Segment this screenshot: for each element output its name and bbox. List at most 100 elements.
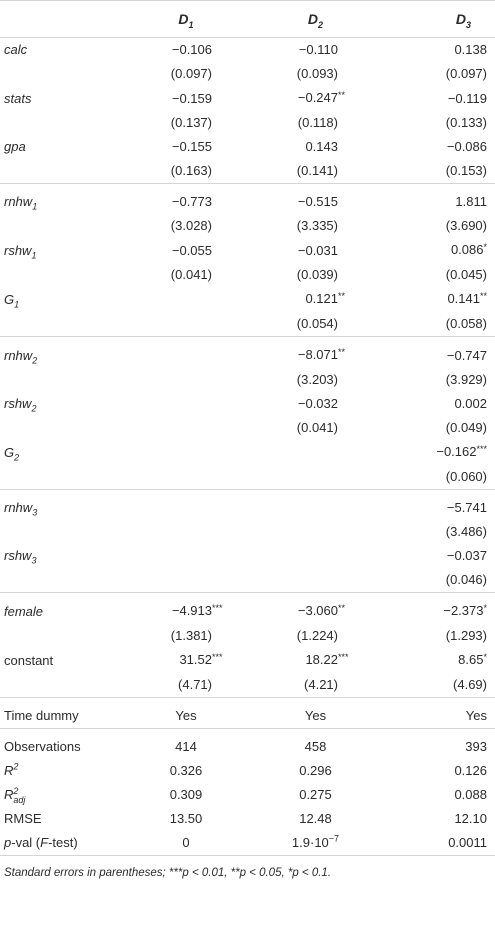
label-rnhw1: rnhw1	[0, 183, 121, 214]
g1-d3: 0.141**	[447, 291, 487, 306]
rnhw1-se-d3: (3.690)	[445, 218, 487, 233]
rshw1-se-d2: (0.039)	[296, 267, 338, 282]
label-pval: p-val (F-test)	[4, 835, 78, 850]
rmse-d3: 12.10	[454, 811, 487, 826]
row-rnhw3-se: (3.486)	[0, 520, 495, 544]
row-rnhw1: rnhw1 −0.773 −0.515 1.811	[0, 183, 495, 214]
rshw2-se-d2: (0.041)	[296, 420, 338, 435]
gpa-se-d1: (0.163)	[170, 163, 212, 178]
label-observations: Observations	[0, 728, 121, 759]
table-footnote: Standard errors in parentheses; ***p < 0…	[0, 855, 495, 890]
label-rshw2: rshw2	[4, 396, 37, 414]
constant-se-d1: (4.71)	[178, 677, 212, 692]
rnhw3-d3: −5.741	[380, 489, 495, 520]
obs-d3: 393	[380, 728, 495, 759]
row-gpa: gpa −0.155 0.143 −0.086	[0, 135, 495, 159]
rshw1-se-d1: (0.041)	[170, 267, 212, 282]
calc-se-d3: (0.097)	[445, 66, 487, 81]
row-r2: R2 0.326 0.296 0.126	[0, 759, 495, 783]
row-female: female −4.913*** −3.060** −2.373*	[0, 592, 495, 624]
row-constant: constant 31.52*** 18.22*** 8.65*	[0, 648, 495, 673]
row-time-dummy: Time dummy Yes Yes Yes	[0, 697, 495, 729]
rshw1-d2: −0.031	[297, 242, 338, 258]
row-female-se: (1.381) (1.224) (1.293)	[0, 624, 495, 648]
rnhw3-se-d3: (3.486)	[445, 524, 487, 539]
header-blank	[0, 1, 121, 38]
label-female: female	[0, 592, 121, 624]
stats-se-d3: (0.133)	[445, 115, 487, 130]
label-g1: G1	[4, 291, 20, 310]
rnhw1-d3: 1.811	[380, 183, 495, 214]
label-rnhw2: rnhw2	[0, 336, 121, 368]
stats-d3: −0.119	[447, 90, 487, 106]
row-rnhw2-se: (3.203) (3.929)	[0, 368, 495, 392]
pval-d2: 1.9·10−7	[291, 833, 340, 850]
female-d1: −4.913	[171, 603, 212, 618]
label-rshw1: rshw1	[4, 242, 37, 261]
constant-d3: 8.65*	[458, 652, 487, 667]
row-r2-adj: R 2 adj 0.309 0.275 0.088	[0, 783, 495, 807]
row-rnhw1-se: (3.028) (3.335) (3.690)	[0, 214, 495, 238]
r2adj-d1: 0.309	[169, 787, 203, 802]
stats-se-d2: (0.118)	[297, 115, 338, 130]
constant-d2: 18.22	[305, 652, 338, 667]
gpa-se-d2: (0.141)	[296, 163, 338, 178]
obs-d2: 458	[251, 728, 380, 759]
rshw1-d1: −0.055	[171, 242, 212, 258]
row-calc-se: (0.097) (0.093) (0.097)	[0, 62, 495, 86]
rshw2-se-d3: (0.049)	[445, 420, 487, 435]
r2-d2: 0.296	[299, 763, 332, 778]
stats-se-d1: (0.137)	[170, 115, 212, 130]
stats-d2: −0.247	[297, 90, 338, 105]
footnote-row: Standard errors in parentheses; ***p < 0…	[0, 855, 495, 890]
pval-d1: 0	[182, 835, 190, 850]
label-rmse: RMSE	[4, 811, 42, 826]
gpa-d3: −0.086	[446, 139, 487, 154]
r2adj-d2: 0.275	[299, 787, 332, 802]
rnhw2-se-d2: (3.203)	[296, 372, 338, 387]
label-time-dummy: Time dummy	[0, 697, 121, 729]
row-rshw2-se: (0.041) (0.049)	[0, 416, 495, 440]
rshw2-d2: −0.032	[297, 396, 338, 411]
row-gpa-se: (0.163) (0.141) (0.153)	[0, 159, 495, 184]
g1-se-d2: (0.054)	[296, 316, 338, 331]
r2adj-d3: 0.088	[454, 787, 487, 802]
rshw3-d3: −0.037	[446, 548, 487, 563]
gpa-d2: 0.143	[305, 139, 338, 154]
rnhw2-d3: −0.747	[380, 336, 495, 368]
row-rshw3: rshw3 −0.037	[0, 544, 495, 568]
rnhw2-se-d3: (3.929)	[445, 372, 487, 387]
row-observations: Observations 414 458 393	[0, 728, 495, 759]
label-g2: G2	[4, 444, 20, 463]
row-g2: G2 −0.162***	[0, 440, 495, 465]
row-rshw3-se: (0.046)	[0, 568, 495, 593]
pval-d3: 0.0011	[448, 835, 487, 850]
calc-se-d1: (0.097)	[170, 66, 212, 81]
row-rshw1-se: (0.041) (0.039) (0.045)	[0, 263, 495, 287]
constant-d1: 31.52	[179, 652, 212, 667]
row-g1-se: (0.054) (0.058)	[0, 312, 495, 337]
rnhw1-se-d1: (3.028)	[170, 218, 212, 233]
row-rnhw3: rnhw3 −5.741	[0, 489, 495, 520]
g1-se-d3: (0.058)	[445, 316, 487, 331]
r2-d1: 0.326	[169, 763, 203, 778]
rmse-d2: 12.48	[299, 811, 332, 826]
header-d3: D3	[455, 11, 471, 30]
label-rshw3: rshw3	[4, 548, 37, 566]
rshw2-d3: 0.002	[454, 396, 487, 411]
label-stats: stats	[4, 90, 32, 106]
rnhw1-d1: −0.773	[171, 194, 212, 209]
calc-d3: 0.138	[380, 37, 495, 62]
time-d3: Yes	[380, 697, 495, 729]
female-se-d1: (1.381)	[170, 628, 212, 643]
rshw1-d3: 0.086*	[450, 242, 487, 257]
female-se-d2: (1.224)	[296, 628, 338, 643]
header-d1: D1	[178, 11, 194, 30]
rnhw2-d2: −8.071	[297, 347, 338, 362]
label-r2: R2	[4, 761, 19, 778]
time-d1: Yes	[121, 697, 251, 729]
label-rnhw3: rnhw3	[0, 489, 121, 520]
row-pval: p-val (F-test) 0 1.9·10−7 0.0011	[0, 831, 495, 856]
row-g2-se: (0.060)	[0, 465, 495, 490]
g1-d2: 0.121	[305, 291, 338, 306]
